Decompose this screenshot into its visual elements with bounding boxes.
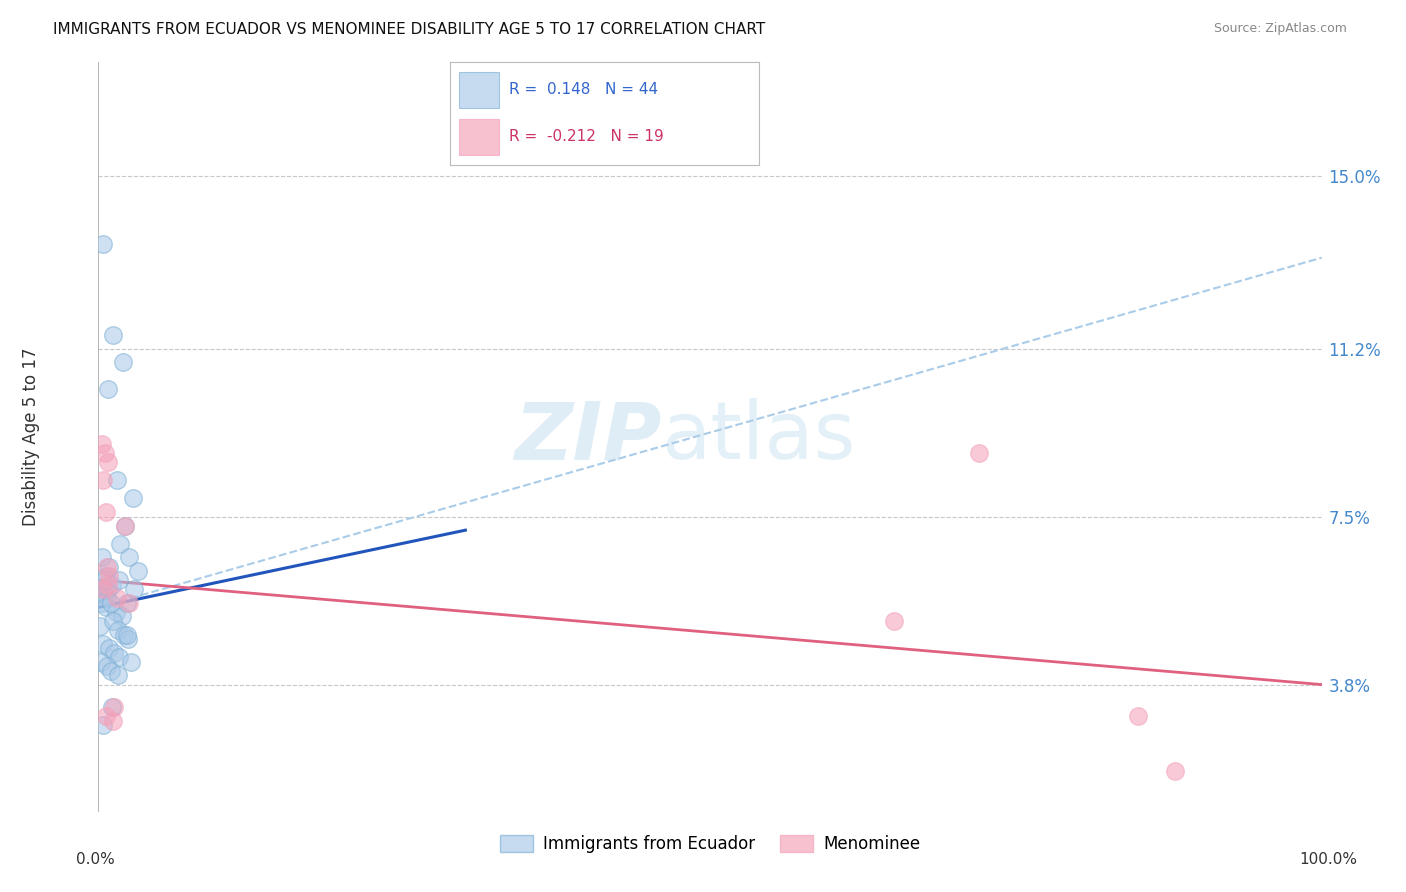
Point xyxy=(91,582,114,597)
Text: R =  -0.212   N = 19: R = -0.212 N = 19 xyxy=(509,129,664,145)
Text: atlas: atlas xyxy=(661,398,855,476)
Point xyxy=(108,650,131,665)
Point xyxy=(1164,764,1187,778)
Point xyxy=(101,327,124,342)
Text: 0.0%: 0.0% xyxy=(76,852,115,867)
Point xyxy=(118,550,141,565)
Text: Disability Age 5 to 17: Disability Age 5 to 17 xyxy=(22,348,41,526)
Text: Source: ZipAtlas.com: Source: ZipAtlas.com xyxy=(1213,22,1347,36)
Point xyxy=(112,627,135,641)
Point xyxy=(121,491,143,506)
Point xyxy=(114,518,136,533)
Point xyxy=(105,591,128,606)
Point xyxy=(100,664,122,678)
Point xyxy=(1128,709,1150,723)
Point xyxy=(98,559,121,574)
Point xyxy=(93,446,115,460)
Point xyxy=(108,573,131,587)
Point xyxy=(115,596,138,610)
Point xyxy=(96,659,118,673)
Point xyxy=(967,446,990,460)
Point xyxy=(115,627,138,641)
Point xyxy=(91,637,114,651)
Point xyxy=(104,605,127,619)
Point xyxy=(122,582,145,597)
Point xyxy=(111,355,134,369)
Point xyxy=(94,709,117,723)
Point xyxy=(91,718,114,732)
Point xyxy=(107,668,129,682)
Point xyxy=(114,518,136,533)
Point xyxy=(89,618,111,632)
Point xyxy=(94,505,117,519)
Point xyxy=(110,537,132,551)
Point xyxy=(91,437,114,451)
Point xyxy=(91,237,114,252)
Point xyxy=(94,600,117,615)
Point xyxy=(97,383,120,397)
Point xyxy=(97,577,120,591)
Point xyxy=(100,596,122,610)
Point xyxy=(127,564,149,578)
Point xyxy=(93,587,115,601)
Point xyxy=(98,641,121,656)
Point xyxy=(94,568,117,582)
Point xyxy=(120,655,142,669)
Point xyxy=(105,473,128,487)
Point xyxy=(93,573,115,587)
Text: R =  0.148   N = 44: R = 0.148 N = 44 xyxy=(509,82,658,97)
Point xyxy=(90,582,112,597)
Point xyxy=(117,632,139,647)
Point xyxy=(90,655,112,669)
Point xyxy=(101,700,124,714)
Point xyxy=(91,473,114,487)
Text: 100.0%: 100.0% xyxy=(1299,852,1358,867)
Point xyxy=(118,596,141,610)
Point xyxy=(107,623,129,637)
Bar xyxy=(460,71,499,108)
Point xyxy=(103,700,125,714)
Point xyxy=(101,577,124,591)
Point xyxy=(91,550,114,565)
Point xyxy=(91,596,114,610)
Point xyxy=(97,455,120,469)
Point xyxy=(96,559,118,574)
Point xyxy=(98,568,121,582)
Point xyxy=(103,646,125,660)
Point xyxy=(97,582,120,597)
Text: IMMIGRANTS FROM ECUADOR VS MENOMINEE DISABILITY AGE 5 TO 17 CORRELATION CHART: IMMIGRANTS FROM ECUADOR VS MENOMINEE DIS… xyxy=(53,22,766,37)
Point xyxy=(111,609,134,624)
Point xyxy=(101,614,124,628)
Bar xyxy=(460,119,499,155)
Text: ZIP: ZIP xyxy=(513,398,661,476)
Point xyxy=(96,591,118,606)
Point xyxy=(883,614,905,628)
Point xyxy=(101,714,124,728)
Legend: Immigrants from Ecuador, Menominee: Immigrants from Ecuador, Menominee xyxy=(494,828,927,860)
